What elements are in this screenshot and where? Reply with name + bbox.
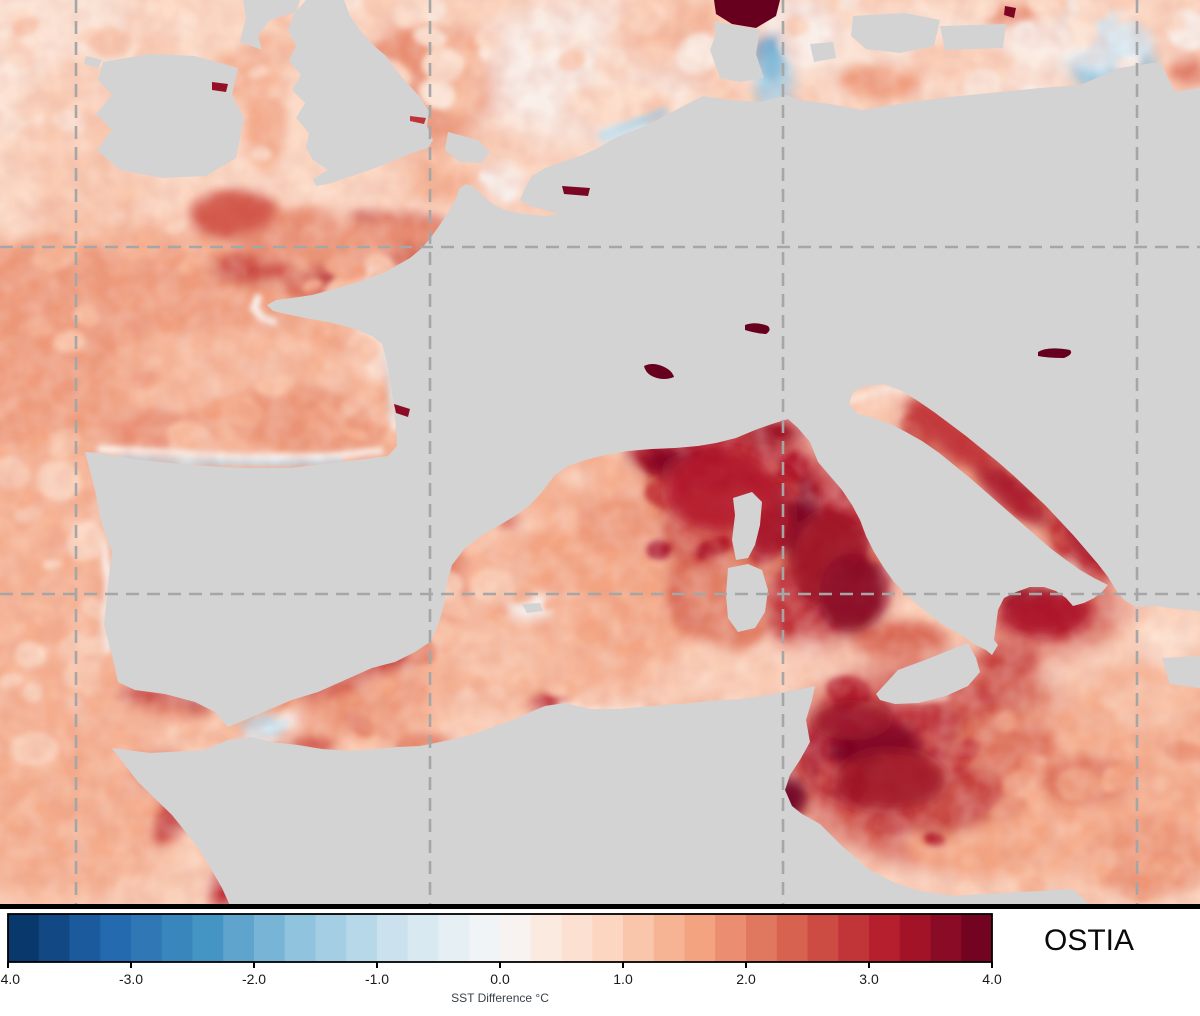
svg-text:-3.0: -3.0 xyxy=(119,971,143,987)
svg-text:-1.0: -1.0 xyxy=(365,971,389,987)
svg-text:4.0: 4.0 xyxy=(982,971,1002,987)
svg-text:-2.0: -2.0 xyxy=(242,971,266,987)
svg-text:0.0: 0.0 xyxy=(490,971,510,987)
svg-text:OSTIA: OSTIA xyxy=(1044,924,1134,957)
svg-text:-4.0: -4.0 xyxy=(0,971,20,987)
svg-text:1.0: 1.0 xyxy=(613,971,633,987)
svg-text:2.0: 2.0 xyxy=(736,971,756,987)
svg-text:3.0: 3.0 xyxy=(859,971,879,987)
svg-text:SST Difference °C: SST Difference °C xyxy=(451,991,549,1005)
